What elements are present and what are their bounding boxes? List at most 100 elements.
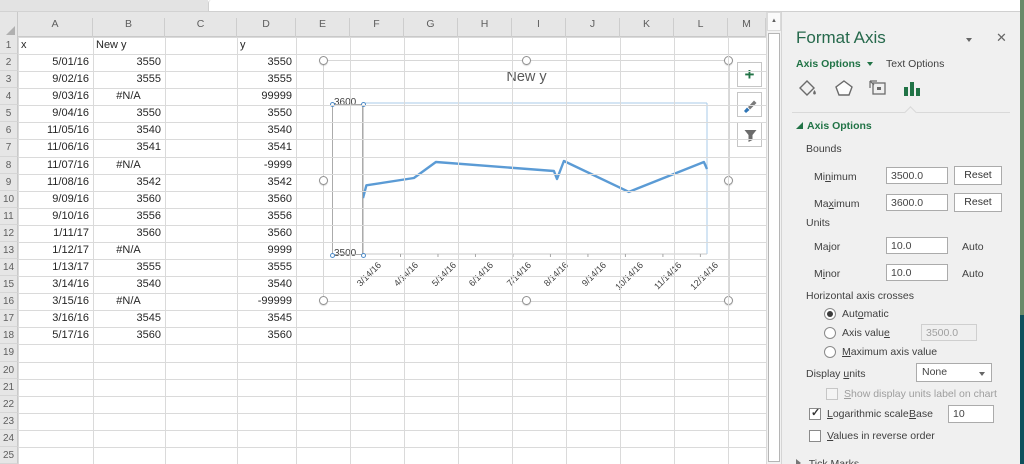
effects-tab[interactable] — [830, 76, 858, 100]
column-header-L[interactable]: L — [674, 18, 728, 37]
row-header-25[interactable]: 25 — [0, 446, 18, 464]
cell[interactable]: y — [240, 39, 246, 51]
cell[interactable]: 3556 — [136, 209, 161, 222]
row-header-7[interactable]: 7 — [0, 139, 18, 157]
cell[interactable]: 3542 — [136, 175, 161, 188]
cell[interactable]: x — [21, 39, 27, 51]
chart-filters-button[interactable] — [737, 122, 762, 147]
row-header-2[interactable]: 2 — [0, 54, 18, 72]
cell[interactable]: 5/17/16 — [52, 329, 89, 342]
display-units-dropdown[interactable]: None — [916, 363, 992, 382]
cell[interactable]: 1/12/17 — [52, 243, 89, 256]
cell[interactable]: #N/A — [116, 158, 141, 171]
axis-selection-handle[interactable] — [330, 253, 335, 258]
section-axis-options[interactable]: Axis Options — [796, 120, 872, 132]
cell[interactable]: 5/01/16 — [52, 56, 89, 69]
scrollbar-thumb[interactable] — [768, 33, 780, 462]
formula-bar[interactable] — [208, 0, 1020, 12]
close-pane-button[interactable]: ✕ — [996, 30, 1007, 45]
chart-styles-button[interactable] — [737, 92, 762, 117]
chart-elements-button[interactable]: + — [737, 62, 762, 87]
maximum-axis-value-radio[interactable] — [824, 346, 836, 358]
cell[interactable]: 3560 — [267, 226, 292, 239]
row-header-3[interactable]: 3 — [0, 71, 18, 89]
row-header-12[interactable]: 12 — [0, 224, 18, 242]
cell[interactable]: 1/11/17 — [53, 226, 89, 239]
row-header-6[interactable]: 6 — [0, 122, 18, 140]
axis-options-tab[interactable] — [898, 76, 926, 100]
row-header-11[interactable]: 11 — [0, 207, 18, 225]
values-reverse-label[interactable]: Values in reverse order — [827, 430, 935, 442]
row-header-15[interactable]: 15 — [0, 276, 18, 294]
row-header-20[interactable]: 20 — [0, 361, 18, 379]
cell[interactable]: 3560 — [267, 192, 292, 205]
fill-line-tab[interactable] — [794, 76, 822, 100]
cell[interactable]: 9/10/16 — [52, 209, 89, 222]
log-base-input[interactable] — [948, 405, 994, 423]
axis-selection-handle[interactable] — [361, 253, 366, 258]
chart-resize-handle[interactable] — [319, 296, 328, 305]
cell[interactable]: 3555 — [267, 261, 292, 274]
automatic-label[interactable]: Automatic — [842, 308, 889, 320]
row-header-17[interactable]: 17 — [0, 310, 18, 328]
cell[interactable]: 3550 — [267, 56, 292, 69]
cell[interactable]: 3/16/16 — [52, 312, 89, 325]
column-header-F[interactable]: F — [350, 18, 404, 37]
cell[interactable]: -99999 — [257, 295, 292, 308]
chart-resize-handle[interactable] — [522, 56, 531, 65]
column-header-J[interactable]: J — [566, 18, 620, 37]
cell[interactable]: 3550 — [136, 107, 161, 120]
row-header-4[interactable]: 4 — [0, 88, 18, 106]
maximum-axis-value-label[interactable]: Maximum axis value — [842, 346, 938, 358]
select-all-button[interactable] — [0, 12, 18, 37]
cell[interactable]: 3540 — [136, 278, 161, 291]
cell[interactable]: 9/04/16 — [52, 107, 89, 120]
minor-unit-input[interactable] — [886, 264, 948, 281]
cell[interactable]: 3555 — [136, 73, 161, 86]
logarithmic-scale-label[interactable]: Logarithmic scale — [827, 408, 909, 420]
maximum-input[interactable] — [886, 194, 948, 211]
row-header-13[interactable]: 13 — [0, 241, 18, 260]
cell[interactable]: 3560 — [136, 192, 161, 205]
column-header-H[interactable]: H — [458, 18, 512, 37]
row-header-5[interactable]: 5 — [0, 105, 18, 123]
cell[interactable]: 99999 — [261, 90, 292, 103]
cell[interactable]: 3540 — [267, 278, 292, 291]
cell[interactable]: 9999 — [267, 243, 292, 256]
cell[interactable]: 3550 — [136, 56, 161, 69]
series-line[interactable] — [361, 159, 709, 199]
cell[interactable]: 3555 — [267, 73, 292, 86]
cell[interactable]: 9/03/16 — [52, 90, 89, 103]
cell[interactable]: 3560 — [136, 329, 161, 342]
vertical-scrollbar[interactable]: ▲ — [766, 12, 781, 464]
cell[interactable]: 3/14/16 — [52, 278, 89, 291]
minimum-reset-button[interactable]: Reset — [954, 166, 1002, 185]
column-header-E[interactable]: E — [296, 18, 350, 37]
column-header-C[interactable]: C — [165, 18, 237, 37]
tab-axis-options[interactable]: Axis Options — [796, 58, 873, 70]
cell[interactable]: 3560 — [267, 329, 292, 342]
cell[interactable]: 9/02/16 — [52, 73, 89, 86]
column-header-B[interactable]: B — [93, 18, 165, 37]
row-header-14[interactable]: 14 — [0, 259, 18, 277]
chart-resize-handle[interactable] — [522, 296, 531, 305]
automatic-radio[interactable] — [824, 308, 836, 320]
cell[interactable]: #N/A — [116, 243, 141, 256]
cell[interactable]: 3540 — [267, 124, 292, 137]
minimum-input[interactable] — [886, 167, 948, 184]
tab-text-options[interactable]: Text Options — [886, 58, 945, 70]
chart-resize-handle[interactable] — [319, 56, 328, 65]
cell[interactable]: 3556 — [267, 209, 292, 222]
cell[interactable]: 3560 — [136, 226, 161, 239]
axis-value-input[interactable] — [921, 324, 977, 341]
pane-menu-dropdown-icon[interactable] — [966, 38, 972, 42]
cell[interactable]: 3550 — [267, 107, 292, 120]
cell[interactable]: 3541 — [267, 141, 292, 154]
row-header-21[interactable]: 21 — [0, 378, 18, 396]
cell[interactable]: 11/05/16 — [46, 124, 89, 137]
axis-value-label[interactable]: Axis value — [842, 327, 890, 339]
column-header-D[interactable]: D — [237, 18, 296, 37]
tick-marks-section[interactable]: Tick Marks — [796, 458, 859, 464]
cell[interactable]: -9999 — [263, 158, 292, 171]
cell[interactable]: 3541 — [136, 141, 161, 154]
